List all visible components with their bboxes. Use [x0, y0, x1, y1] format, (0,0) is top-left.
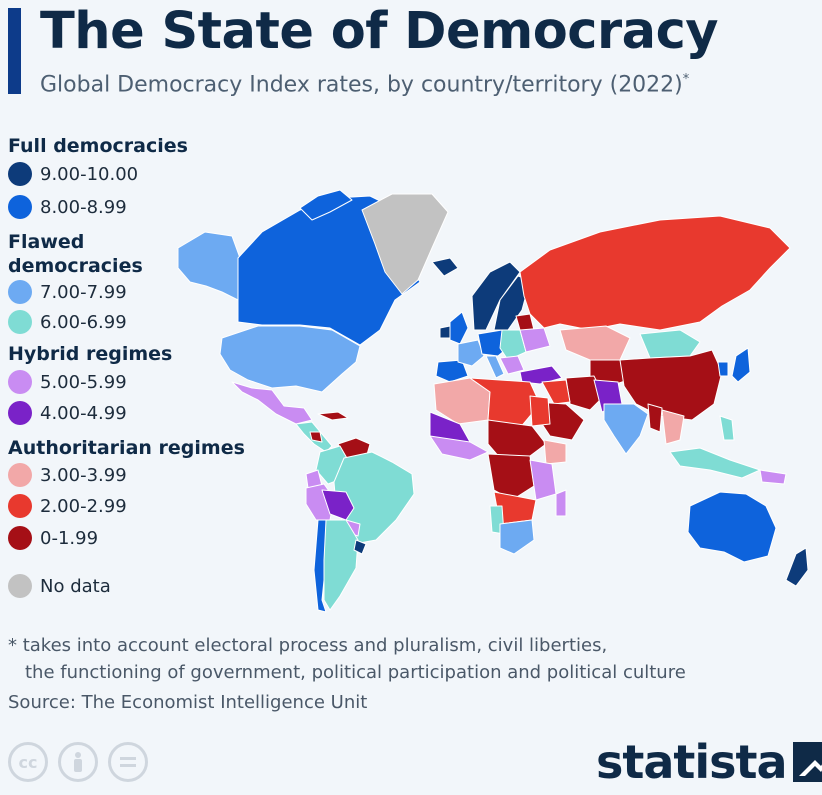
- region-egypt: [529, 395, 551, 427]
- attribution-icon[interactable]: [58, 742, 98, 782]
- legend-item-9-10: 9.00-10.00: [8, 162, 138, 186]
- region-ethiopia: [543, 439, 567, 465]
- region-west-africa-coast: [429, 435, 489, 461]
- region-india: [603, 403, 649, 455]
- legend-label: 3.00-3.99: [40, 464, 127, 486]
- region-usa: [219, 325, 361, 393]
- region-uruguay: [353, 539, 367, 555]
- legend-swatch: [8, 574, 32, 598]
- region-france: [457, 339, 485, 367]
- footnote-line-2: the functioning of government, political…: [25, 662, 686, 683]
- region-ukraine: [519, 327, 551, 353]
- legend-label: 4.00-4.99: [40, 402, 127, 424]
- region-argentina: [323, 519, 359, 611]
- legend-swatch: [8, 162, 32, 186]
- world-map: [177, 189, 809, 613]
- statista-brand[interactable]: statista: [596, 735, 822, 789]
- statista-logo-icon: [792, 742, 822, 782]
- region-korea: [717, 361, 729, 377]
- region-malaysia-indonesia: [669, 447, 761, 479]
- legend-item-2-3: 2.00-2.99: [8, 494, 127, 518]
- legend-swatch: [8, 280, 32, 304]
- region-russia: [519, 215, 791, 331]
- footnote: * takes into account electoral process a…: [8, 632, 686, 686]
- legend-label: 5.00-5.99: [40, 371, 127, 393]
- page-title: The State of Democracy: [40, 2, 719, 61]
- legend-group-title-line: Flawed: [8, 231, 85, 253]
- legend-label: 2.00-2.99: [40, 495, 127, 517]
- legend-swatch: [8, 195, 32, 219]
- region-iceland: [431, 257, 459, 277]
- region-central-africa: [487, 453, 535, 501]
- region-iraq-syria: [541, 379, 571, 405]
- region-mongolia: [639, 329, 701, 359]
- region-papua: [759, 469, 787, 485]
- legend-group-authoritarian-regimes: Authoritarian regimes: [8, 437, 245, 459]
- region-cuba: [317, 411, 349, 421]
- region-alaska: [177, 231, 241, 301]
- region-japan: [731, 347, 751, 383]
- legend-item-6-7: 6.00-6.99: [8, 310, 127, 334]
- region-madagascar: [555, 489, 567, 517]
- region-new-zealand: [785, 547, 809, 587]
- region-east-africa: [529, 459, 557, 501]
- legend-label: No data: [40, 575, 111, 597]
- legend-swatch: [8, 526, 32, 550]
- legend-swatch: [8, 494, 32, 518]
- region-philippines: [719, 415, 735, 441]
- no-derivatives-icon[interactable]: [108, 742, 148, 782]
- legend-label: 9.00-10.00: [40, 163, 139, 185]
- legend-swatch: [8, 370, 32, 394]
- region-bolivia: [321, 489, 355, 521]
- region-arctic-islands: [299, 189, 353, 221]
- region-ireland: [439, 325, 451, 339]
- license-icons: cc: [8, 742, 148, 782]
- legend-swatch: [8, 463, 32, 487]
- source-note: Source: The Economist Intelligence Unit: [8, 692, 368, 713]
- region-kazakhstan: [559, 325, 631, 361]
- legend-item-no-data: No data: [8, 574, 111, 598]
- region-china: [619, 349, 723, 421]
- region-greenland: [361, 193, 449, 295]
- region-italy: [485, 355, 505, 379]
- region-balkans: [499, 355, 525, 375]
- region-uk: [449, 311, 469, 345]
- legend-swatch: [8, 310, 32, 334]
- title-accent-bar: [8, 8, 21, 94]
- legend-label: 6.00-6.99: [40, 311, 127, 333]
- region-indochina: [661, 409, 685, 445]
- legend-item-7-8: 7.00-7.99: [8, 280, 127, 304]
- legend-item-4-5: 4.00-4.99: [8, 401, 127, 425]
- legend-item-5-6: 5.00-5.99: [8, 370, 127, 394]
- legend-group-title-line: democracies: [8, 255, 143, 277]
- legend-item-8-9: 8.00-8.99: [8, 195, 127, 219]
- legend-group-full-democracies: Full democracies: [8, 135, 188, 157]
- footnote-line-1: * takes into account electoral process a…: [8, 635, 608, 656]
- brand-wordmark: statista: [596, 735, 788, 789]
- region-sweden-finland: [493, 275, 531, 331]
- region-mexico: [231, 381, 313, 425]
- legend-item-0-2: 0-1.99: [8, 526, 98, 550]
- legend-item-3-4: 3.00-3.99: [8, 463, 127, 487]
- page-subtitle: Global Democracy Index rates, by country…: [40, 72, 690, 98]
- legend-swatch: [8, 401, 32, 425]
- legend-label: 0-1.99: [40, 527, 99, 549]
- region-australia: [687, 491, 777, 563]
- legend-label: 8.00-8.99: [40, 196, 127, 218]
- region-myanmar: [647, 403, 663, 433]
- legend-group-flawed-democracies: Flawed democracies: [8, 230, 143, 278]
- cc-icon[interactable]: cc: [8, 742, 48, 782]
- legend-label: 7.00-7.99: [40, 281, 127, 303]
- legend-group-hybrid-regimes: Hybrid regimes: [8, 343, 173, 365]
- region-southern-africa: [499, 519, 535, 555]
- region-nicaragua: [309, 431, 323, 443]
- region-belarus: [515, 313, 535, 331]
